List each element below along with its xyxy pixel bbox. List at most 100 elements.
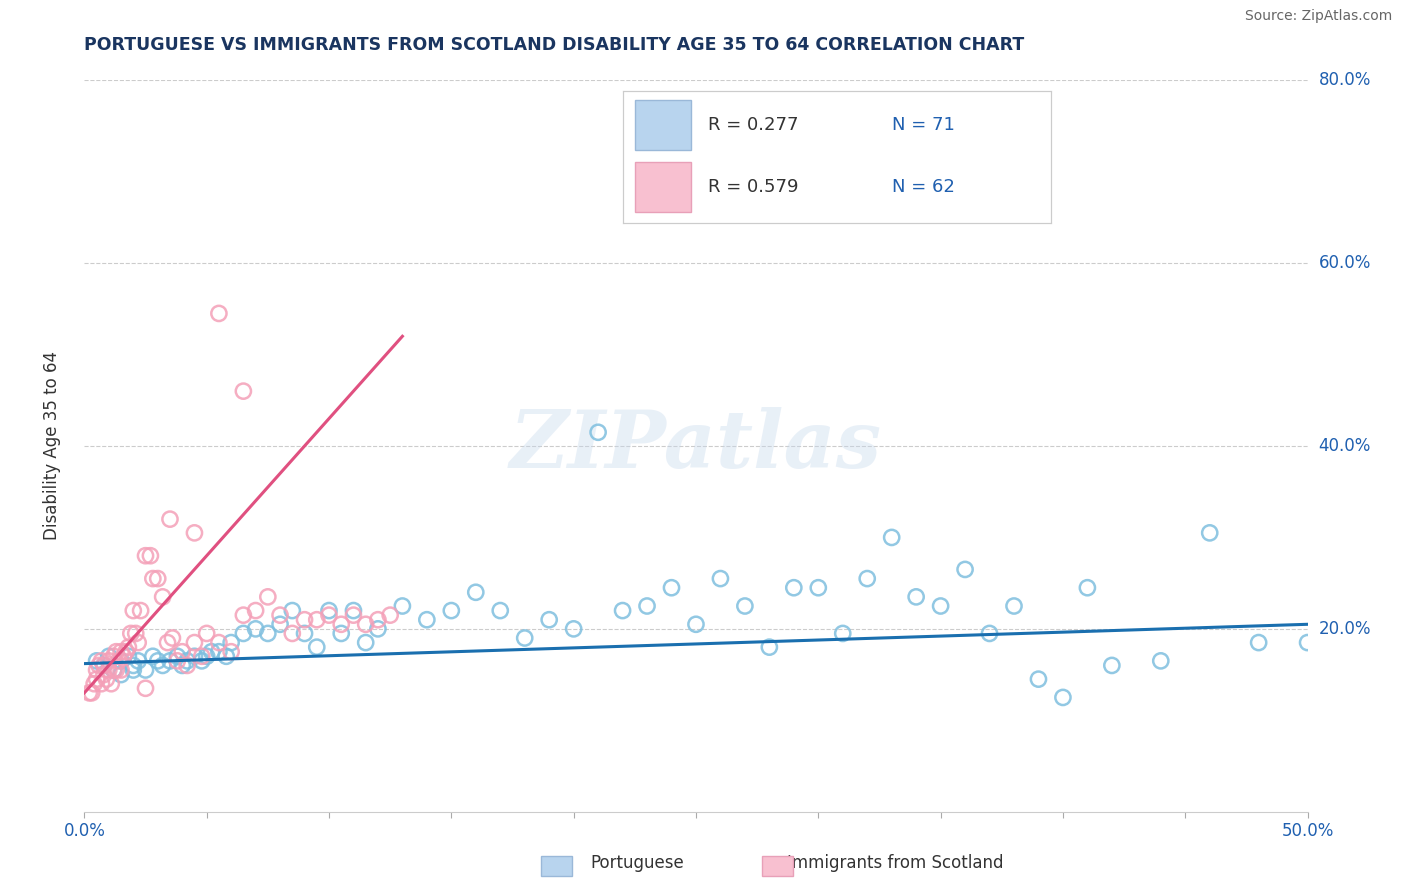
- Point: [330, 626, 353, 640]
- Point: [159, 654, 181, 668]
- Text: 80.0%: 80.0%: [1319, 71, 1371, 89]
- Point: [97, 649, 120, 664]
- Point: [117, 649, 139, 664]
- Point: [110, 654, 132, 668]
- Point: [208, 635, 231, 649]
- Point: [305, 640, 328, 655]
- Point: [146, 572, 169, 586]
- Point: [97, 663, 120, 677]
- Text: 60.0%: 60.0%: [1319, 254, 1371, 272]
- Point: [97, 654, 120, 668]
- Point: [87, 658, 110, 673]
- Point: [159, 512, 181, 526]
- Point: [1296, 635, 1319, 649]
- Point: [77, 686, 100, 700]
- Point: [831, 626, 853, 640]
- Point: [208, 306, 231, 320]
- Point: [305, 613, 328, 627]
- Point: [342, 603, 364, 617]
- Point: [979, 626, 1001, 640]
- Point: [269, 617, 291, 632]
- Point: [1198, 525, 1220, 540]
- Point: [110, 663, 132, 677]
- Point: [367, 613, 389, 627]
- Point: [367, 622, 389, 636]
- Point: [1076, 581, 1098, 595]
- Point: [464, 585, 486, 599]
- Point: [538, 613, 561, 627]
- Point: [120, 626, 142, 640]
- Point: [117, 640, 139, 655]
- Point: [758, 640, 780, 655]
- Point: [176, 654, 198, 668]
- Point: [115, 645, 138, 659]
- Point: [100, 676, 122, 690]
- Point: [380, 608, 402, 623]
- Point: [191, 654, 214, 668]
- Point: [294, 613, 316, 627]
- Point: [440, 603, 463, 617]
- Point: [93, 658, 115, 673]
- Point: [905, 590, 928, 604]
- Point: [354, 635, 377, 649]
- Point: [513, 631, 536, 645]
- Point: [83, 676, 105, 690]
- Point: [612, 603, 634, 617]
- Point: [90, 654, 112, 668]
- Point: [709, 572, 731, 586]
- Point: [93, 667, 115, 681]
- Point: [107, 654, 129, 668]
- Point: [219, 635, 242, 649]
- Point: [294, 626, 316, 640]
- Text: PORTUGUESE VS IMMIGRANTS FROM SCOTLAND DISABILITY AGE 35 TO 64 CORRELATION CHART: PORTUGUESE VS IMMIGRANTS FROM SCOTLAND D…: [84, 36, 1025, 54]
- Point: [183, 525, 205, 540]
- Point: [232, 384, 254, 399]
- Point: [856, 572, 879, 586]
- Text: Portuguese: Portuguese: [591, 855, 685, 872]
- Point: [166, 649, 188, 664]
- Point: [685, 617, 707, 632]
- Point: [90, 676, 112, 690]
- Point: [129, 603, 152, 617]
- Point: [215, 649, 238, 664]
- Point: [152, 590, 174, 604]
- Point: [1101, 658, 1123, 673]
- Point: [1150, 654, 1173, 668]
- Point: [200, 645, 222, 659]
- Point: [127, 635, 149, 649]
- Point: [127, 654, 149, 668]
- Point: [166, 654, 188, 668]
- Point: [183, 649, 205, 664]
- Point: [880, 530, 903, 544]
- Point: [219, 645, 242, 659]
- Point: [257, 626, 280, 640]
- Point: [152, 658, 174, 673]
- Point: [953, 562, 976, 576]
- Point: [135, 663, 157, 677]
- Point: [1028, 672, 1050, 686]
- Point: [929, 599, 952, 613]
- Point: [783, 581, 806, 595]
- Point: [135, 549, 157, 563]
- Point: [139, 549, 162, 563]
- Point: [661, 581, 683, 595]
- Point: [125, 626, 148, 640]
- Point: [281, 603, 304, 617]
- Point: [172, 658, 194, 673]
- Point: [162, 631, 184, 645]
- Point: [93, 658, 115, 673]
- Point: [245, 622, 267, 636]
- Point: [103, 649, 125, 664]
- Point: [232, 608, 254, 623]
- Point: [80, 686, 103, 700]
- Point: [195, 649, 218, 664]
- Point: [86, 672, 108, 686]
- Y-axis label: Disability Age 35 to 64: Disability Age 35 to 64: [42, 351, 60, 541]
- Point: [257, 590, 280, 604]
- Point: [318, 603, 340, 617]
- Point: [135, 681, 157, 696]
- Point: [112, 649, 135, 664]
- Point: [142, 572, 165, 586]
- Point: [191, 649, 214, 664]
- Point: [281, 626, 304, 640]
